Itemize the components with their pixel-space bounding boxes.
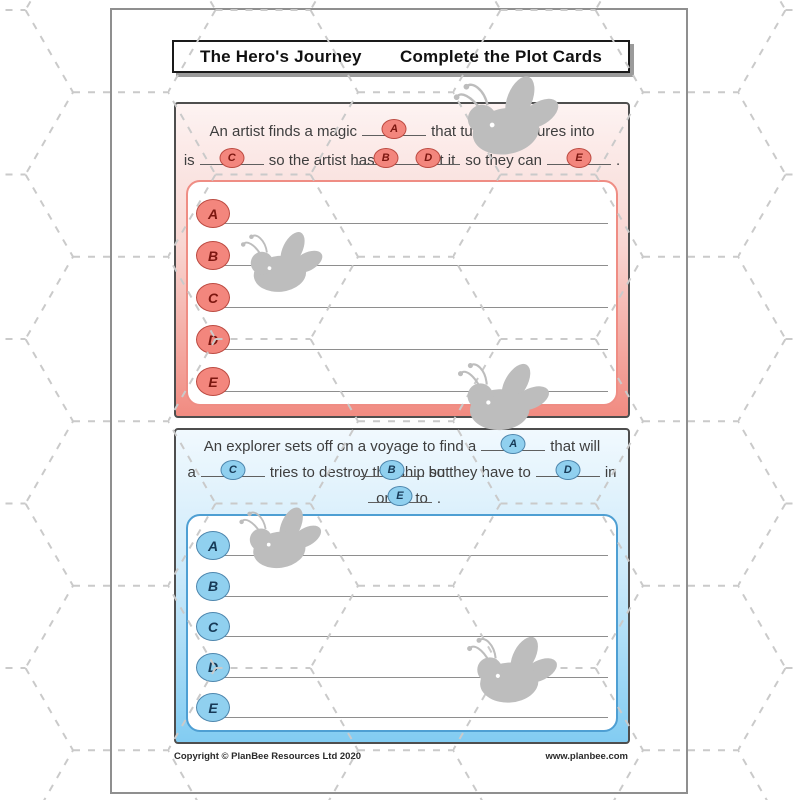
letter-badge-c: C bbox=[219, 148, 245, 168]
plot-sentence-blue: An explorer sets off on a voyage to find… bbox=[176, 430, 628, 512]
letter-badge-c: C bbox=[196, 283, 230, 312]
sentence-text: An explorer sets off on a voyage to find… bbox=[203, 438, 477, 455]
letter-badge-b: B bbox=[373, 148, 399, 168]
answer-line bbox=[212, 391, 608, 392]
answer-line bbox=[212, 676, 608, 678]
header-bar: The Hero's Journey Complete the Plot Car… bbox=[172, 40, 630, 73]
sentence-text: that turns sculptures into bbox=[431, 123, 595, 140]
page-footer: Copyright © PlanBee Resources Ltd 2020 w… bbox=[174, 751, 628, 762]
letter-badge-a: A bbox=[381, 119, 407, 139]
answer-row: A bbox=[188, 190, 616, 232]
letter-badge-e: E bbox=[196, 693, 230, 723]
answer-line bbox=[212, 223, 608, 224]
website-link: www.planbee.com bbox=[545, 751, 628, 762]
letter-badge-d: D bbox=[555, 460, 581, 480]
sentence-text: . bbox=[615, 152, 621, 169]
fill-blank-d: D bbox=[535, 460, 600, 480]
letter-badge-d: D bbox=[415, 148, 441, 168]
answer-line bbox=[212, 349, 608, 350]
answer-line bbox=[212, 636, 608, 638]
letter-badge-c: C bbox=[220, 460, 246, 480]
letter-badge-b: B bbox=[196, 571, 230, 601]
letter-badge-d: D bbox=[196, 325, 230, 354]
copyright-text: Copyright © PlanBee Resources Ltd 2020 bbox=[174, 751, 362, 762]
answer-row: A bbox=[188, 524, 616, 564]
fill-blank-a: A bbox=[362, 119, 427, 139]
page-title: The Hero's Journey bbox=[200, 46, 362, 66]
sentence-text: . bbox=[436, 490, 442, 507]
sentence-line: An explorer sets off on a voyage to find… bbox=[176, 434, 628, 481]
letter-badge-b: B bbox=[196, 241, 230, 270]
page-subtitle: Complete the Plot Cards bbox=[399, 46, 602, 66]
answer-line bbox=[212, 595, 608, 597]
answer-line bbox=[212, 307, 608, 308]
answer-row: B bbox=[188, 564, 616, 604]
answer-line bbox=[212, 265, 608, 266]
sentence-text: is bbox=[183, 152, 195, 169]
fill-blank-e: E bbox=[367, 486, 432, 506]
letter-badge-e: E bbox=[387, 486, 413, 506]
fill-blank-a: A bbox=[481, 434, 546, 454]
answer-row: C bbox=[188, 605, 616, 645]
fill-blank-d: D bbox=[396, 148, 461, 168]
answer-row: C bbox=[188, 274, 616, 316]
fill-blank-e: E bbox=[546, 148, 611, 168]
answer-row: B bbox=[188, 232, 616, 274]
answer-panel-blue: A B C D E bbox=[186, 514, 618, 732]
sentence-text: An artist finds a magic bbox=[209, 123, 358, 140]
answer-row: D bbox=[188, 645, 616, 685]
answer-row: E bbox=[188, 358, 616, 400]
answer-row: E bbox=[188, 686, 616, 726]
sentence-text: so they can bbox=[465, 152, 542, 169]
letter-badge-a: A bbox=[500, 434, 526, 454]
letter-badge-a: A bbox=[196, 199, 230, 228]
sentence-text: a bbox=[187, 464, 196, 481]
letter-badge-e: E bbox=[196, 367, 230, 396]
answer-row: D bbox=[188, 316, 616, 358]
answer-line bbox=[212, 555, 608, 557]
fill-blank-b: B bbox=[359, 460, 424, 480]
answer-panel-red: A B C D E bbox=[186, 180, 618, 406]
letter-badge-d: D bbox=[196, 652, 230, 682]
fill-blank-c: C bbox=[200, 460, 265, 480]
worksheet-page: The Hero's Journey Complete the Plot Car… bbox=[110, 8, 688, 794]
letter-badge-c: C bbox=[196, 612, 230, 642]
fill-blank-c: C bbox=[199, 148, 264, 168]
letter-badge-e: E bbox=[566, 148, 592, 168]
answer-line bbox=[212, 717, 608, 719]
plot-card-blue: An explorer sets off on a voyage to find… bbox=[174, 428, 630, 744]
letter-badge-b: B bbox=[379, 460, 405, 480]
sentence-text: that will bbox=[550, 438, 601, 455]
sentence-line: E. bbox=[176, 486, 628, 512]
